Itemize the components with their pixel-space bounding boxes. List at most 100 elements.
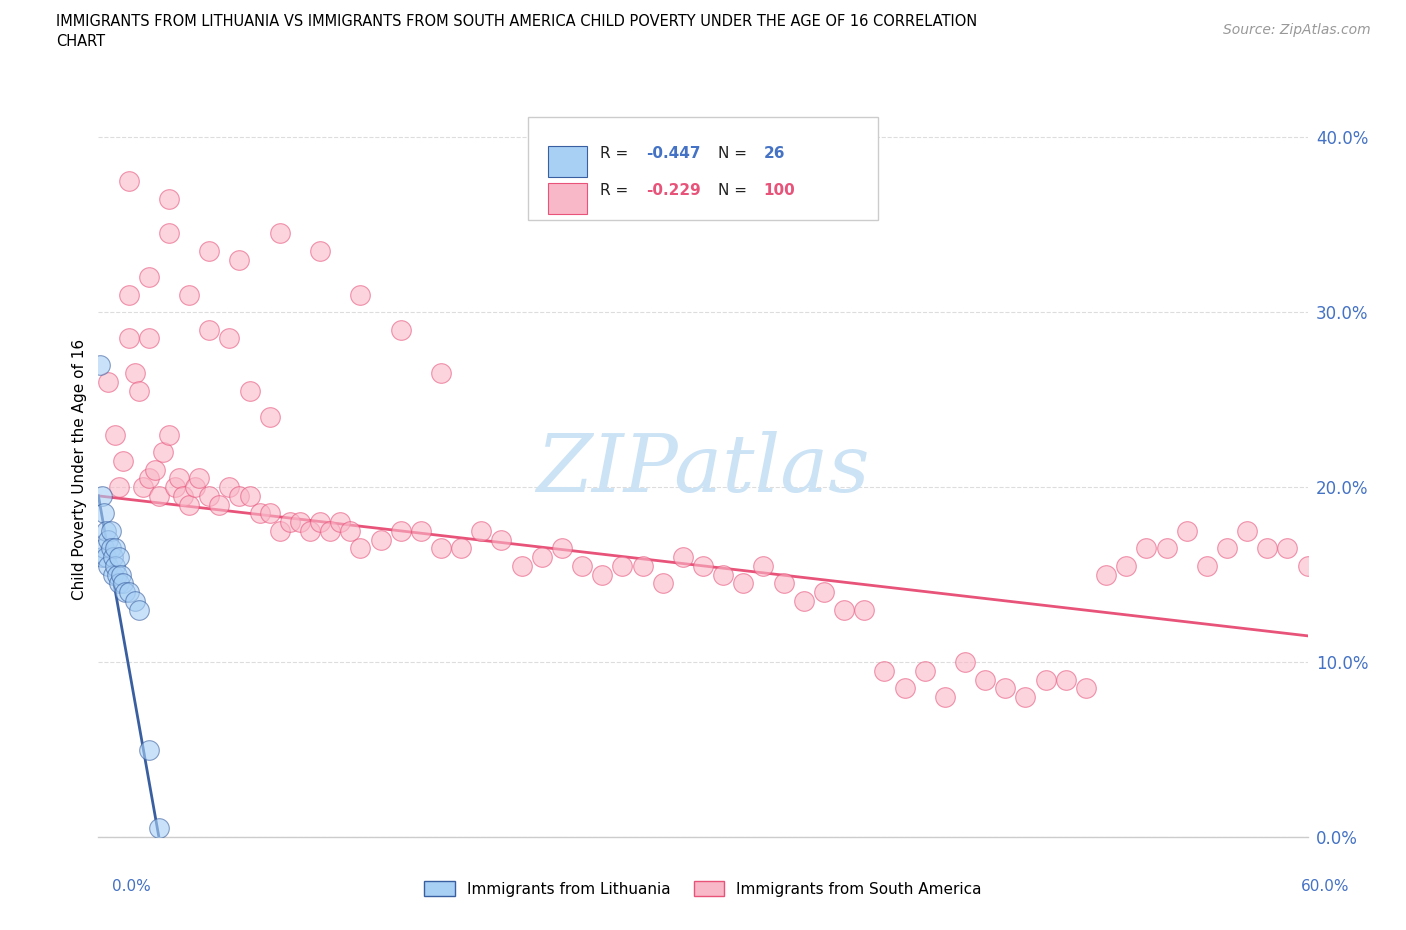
- Legend: Immigrants from Lithuania, Immigrants from South America: Immigrants from Lithuania, Immigrants fr…: [418, 874, 988, 903]
- Point: [118, 287, 141, 302]
- Point: [114, 585, 136, 600]
- Point: [1014, 690, 1036, 705]
- Point: [179, 498, 201, 512]
- Text: CHART: CHART: [56, 34, 105, 49]
- Point: [138, 471, 160, 485]
- Text: N =: N =: [717, 146, 751, 161]
- Point: [299, 524, 322, 538]
- Point: [124, 366, 146, 381]
- Point: [450, 541, 472, 556]
- Point: [138, 331, 160, 346]
- Point: [370, 532, 392, 547]
- Point: [239, 488, 262, 503]
- Point: [853, 602, 876, 617]
- Point: [148, 488, 170, 503]
- Text: 60.0%: 60.0%: [1302, 879, 1350, 894]
- Point: [349, 541, 371, 556]
- Point: [249, 506, 271, 521]
- Point: [651, 576, 673, 591]
- Point: [188, 471, 211, 485]
- Point: [530, 550, 553, 565]
- Point: [118, 585, 141, 600]
- Point: [111, 454, 134, 469]
- Point: [259, 410, 281, 425]
- Point: [1195, 558, 1218, 573]
- Y-axis label: Child Poverty Under the Age of 16: Child Poverty Under the Age of 16: [72, 339, 87, 600]
- Point: [157, 226, 180, 241]
- Point: [319, 524, 342, 538]
- Point: [1277, 541, 1299, 556]
- Text: IMMIGRANTS FROM LITHUANIA VS IMMIGRANTS FROM SOUTH AMERICA CHILD POVERTY UNDER T: IMMIGRANTS FROM LITHUANIA VS IMMIGRANTS …: [56, 14, 977, 29]
- Text: 26: 26: [763, 146, 785, 161]
- Point: [91, 550, 114, 565]
- Point: [110, 567, 132, 582]
- Point: [118, 331, 141, 346]
- Point: [179, 287, 201, 302]
- Point: [1175, 524, 1198, 538]
- Point: [152, 445, 174, 459]
- Bar: [548, 146, 586, 178]
- Point: [1256, 541, 1278, 556]
- Point: [288, 514, 311, 529]
- Point: [198, 488, 221, 503]
- Point: [1074, 681, 1097, 696]
- Point: [167, 471, 190, 485]
- Point: [309, 244, 332, 259]
- Point: [228, 488, 250, 503]
- Text: R =: R =: [600, 183, 633, 198]
- Point: [97, 558, 120, 573]
- Point: [1236, 524, 1258, 538]
- Point: [111, 576, 134, 591]
- Point: [89, 357, 111, 372]
- Point: [873, 663, 896, 678]
- Point: [138, 742, 160, 757]
- Point: [813, 585, 835, 600]
- Point: [100, 541, 122, 556]
- Point: [1216, 541, 1239, 556]
- Point: [138, 270, 160, 285]
- Point: [96, 550, 118, 565]
- Point: [1054, 672, 1077, 687]
- Point: [711, 567, 734, 582]
- Point: [491, 532, 513, 547]
- Point: [101, 550, 124, 565]
- Point: [107, 480, 129, 495]
- Point: [97, 532, 120, 547]
- Text: 100: 100: [763, 183, 796, 198]
- Point: [198, 244, 221, 259]
- Point: [832, 602, 855, 617]
- Point: [470, 524, 492, 538]
- Point: [143, 462, 166, 477]
- Point: [893, 681, 915, 696]
- Bar: [548, 183, 586, 214]
- Text: -0.229: -0.229: [647, 183, 702, 198]
- Point: [934, 690, 956, 705]
- Point: [107, 576, 129, 591]
- Point: [105, 567, 128, 582]
- Point: [228, 252, 250, 267]
- Point: [309, 514, 332, 529]
- Point: [218, 480, 240, 495]
- Point: [510, 558, 533, 573]
- Point: [672, 550, 695, 565]
- Point: [103, 427, 125, 442]
- Point: [103, 558, 125, 573]
- Point: [96, 524, 118, 538]
- Point: [128, 602, 150, 617]
- Point: [278, 514, 301, 529]
- Point: [91, 488, 114, 503]
- Text: Source: ZipAtlas.com: Source: ZipAtlas.com: [1223, 23, 1371, 37]
- Point: [974, 672, 997, 687]
- Text: R =: R =: [600, 146, 633, 161]
- Point: [339, 524, 361, 538]
- Point: [733, 576, 755, 591]
- Point: [591, 567, 613, 582]
- Point: [349, 287, 371, 302]
- Point: [772, 576, 794, 591]
- Point: [1156, 541, 1178, 556]
- Point: [118, 174, 141, 189]
- Point: [218, 331, 240, 346]
- Point: [692, 558, 714, 573]
- Point: [269, 226, 291, 241]
- Point: [430, 541, 453, 556]
